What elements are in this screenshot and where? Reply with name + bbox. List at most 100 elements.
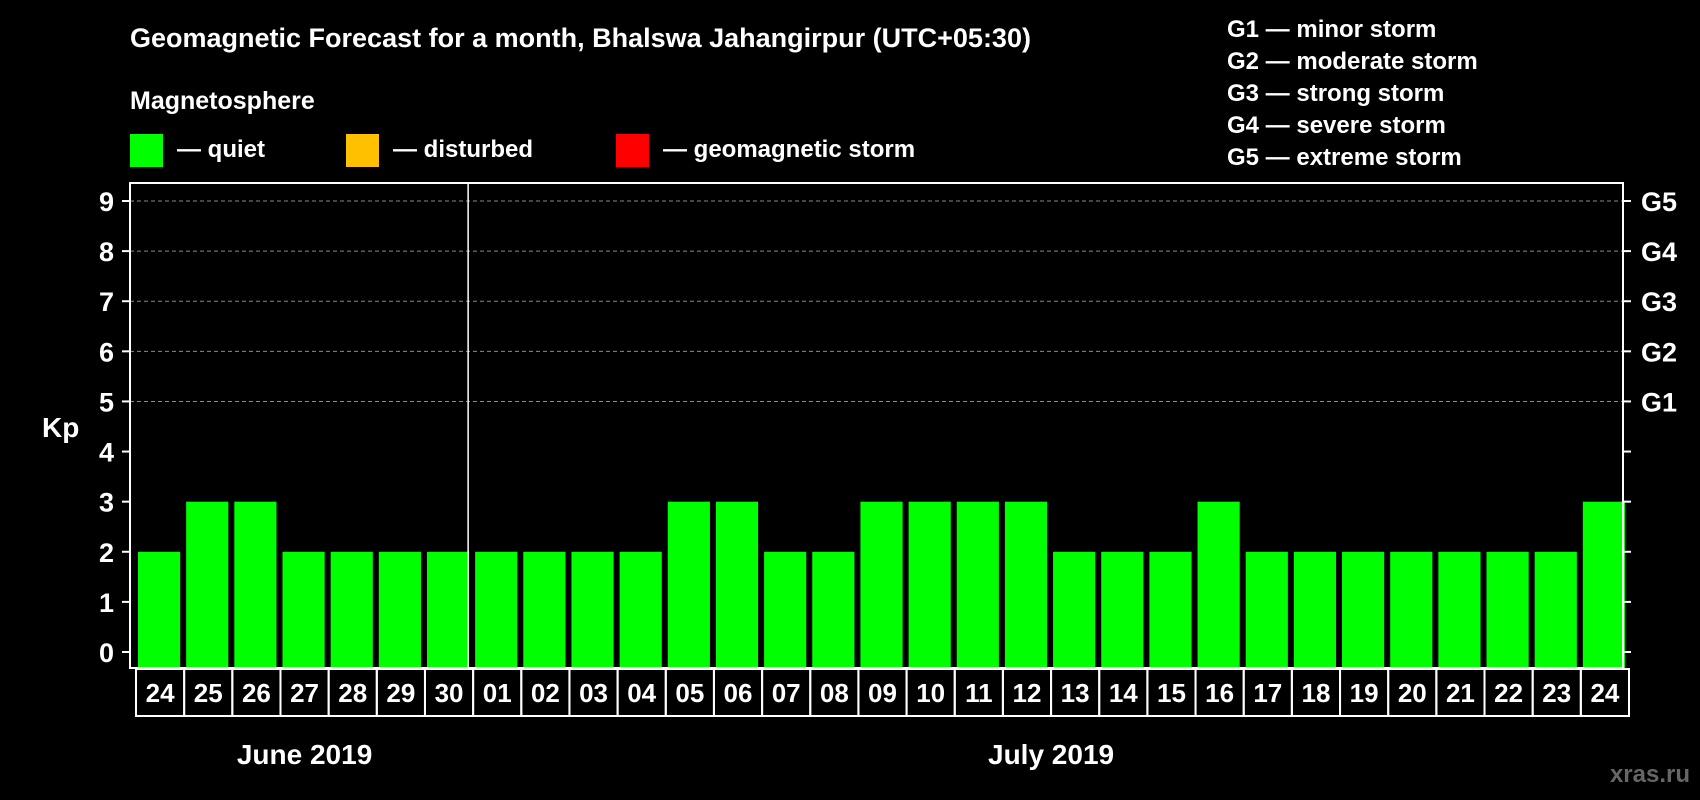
y-tick-label: 7 [99,287,114,317]
y-axis-label: Kp [42,412,79,443]
legend-swatch-disturbed [346,134,379,167]
bar [1149,551,1192,668]
storm-legend-g4: G4 — severe storm [1227,112,1446,139]
storm-legend-g2: G2 — moderate storm [1227,48,1478,75]
legend-heading: Magnetosphere [130,87,315,115]
bar [1390,551,1433,668]
bar [1101,551,1144,668]
bar [715,501,759,668]
x-tick-label: 05 [675,678,704,708]
x-tick-label: 23 [1542,678,1571,708]
x-tick-label: 27 [290,678,319,708]
y-tick-label: 0 [99,638,114,668]
x-tick-label: 17 [1253,678,1282,708]
storm-legend-g5: G5 — extreme storm [1227,144,1462,171]
x-tick-label: 04 [627,678,656,708]
bar [1438,551,1481,668]
x-axis-date-cells: 24 25 26 27 28 29 30 01 02 03 04 05 06 07 08 09 10 11 12 13… [135,668,1631,717]
bar [378,551,421,668]
storm-level-label: G5 [1641,187,1677,217]
x-tick-label: 25 [194,678,223,708]
x-tick-label: 01 [483,678,512,708]
y-tick-label: 3 [99,488,114,518]
x-tick-label: 13 [1061,678,1090,708]
y-tick-label: 9 [99,187,114,217]
x-tick-label: 14 [1109,678,1138,708]
bar [860,501,903,668]
legend-label-quiet: — quiet [177,136,265,163]
storm-level-label: G4 [1641,237,1677,267]
bar [1004,501,1048,668]
x-tick-label: 06 [724,678,753,708]
bar [667,501,710,668]
x-tick-label: 28 [338,678,367,708]
bar [1582,501,1625,668]
x-tick-label: 21 [1446,678,1475,708]
x-tick-label: 26 [242,678,271,708]
storm-legend-g3: G3 — strong storm [1227,80,1444,107]
month-label: July 2019 [988,739,1114,770]
x-tick-label: 11 [965,678,993,708]
bar [1534,551,1577,668]
bar [330,551,373,668]
x-tick-label: 24 [1590,678,1619,708]
x-tick-label: 02 [531,678,560,708]
month-labels: June 2019 July 2019 [237,739,1114,770]
x-date-cell [1579,668,1631,717]
legend: — quiet — disturbed — geomagnetic storm [130,134,915,167]
bar [812,551,855,668]
bar [908,501,951,668]
bar [475,551,518,668]
bar [426,551,470,668]
bar [1342,551,1385,668]
legend-swatch-quiet [130,134,163,167]
x-tick-label: 19 [1350,678,1379,708]
bar [138,551,181,668]
x-tick-label: 15 [1157,678,1186,708]
y-tick-label: 5 [99,387,114,417]
x-tick-label: 07 [772,678,801,708]
chart-title: Geomagnetic Forecast for a month, Bhalsw… [130,23,1031,53]
x-tick-label: 16 [1205,678,1234,708]
storm-level-ticks: G1 G2 G3 G4 G5 [1623,187,1677,653]
storm-level-label: G2 [1641,337,1677,367]
bar [956,501,999,668]
y-axis-ticks: 0 1 2 3 4 5 6 7 8 9 [99,187,130,668]
x-tick-label: 12 [1013,678,1042,708]
bar [1293,551,1337,668]
bar [1486,551,1529,668]
x-tick-label: 03 [579,678,608,708]
bar [282,551,325,668]
bar [186,501,229,668]
watermark: xras.ru [1610,761,1690,788]
bar [234,501,277,668]
x-tick-label: 24 [146,678,175,708]
bars [138,183,1625,668]
x-tick-label: 22 [1494,678,1523,708]
gridlines [130,200,1623,402]
legend-label-storm: — geomagnetic storm [663,136,915,163]
bar [1245,551,1288,668]
x-tick-label: 29 [386,678,415,708]
x-tick-label: 18 [1301,678,1330,708]
y-tick-label: 1 [99,588,114,618]
y-tick-label: 2 [99,538,114,568]
x-tick-label: 20 [1398,678,1427,708]
y-tick-label: 4 [99,438,114,468]
bar [1053,551,1096,668]
bar [764,551,807,668]
bar [619,551,662,668]
bar [571,551,614,668]
storm-level-label: G1 [1641,387,1677,417]
legend-label-disturbed: — disturbed [393,136,533,163]
legend-swatch-storm [616,134,649,167]
x-tick-label: 30 [435,678,464,708]
x-tick-label: 09 [868,678,897,708]
month-label: June 2019 [237,739,372,770]
x-tick-label: 10 [916,678,945,708]
storm-level-label: G3 [1641,287,1677,317]
x-tick-label: 08 [820,678,849,708]
storm-legend-g1: G1 — minor storm [1227,16,1436,43]
y-tick-label: 6 [99,337,114,367]
